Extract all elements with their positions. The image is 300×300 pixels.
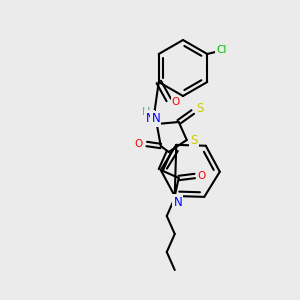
Text: O: O <box>135 139 143 149</box>
Text: N: N <box>173 196 182 208</box>
Text: S: S <box>190 134 197 146</box>
Text: N: N <box>146 112 154 124</box>
Text: H: H <box>142 107 150 117</box>
Text: N: N <box>152 112 160 125</box>
Text: O: O <box>198 171 206 181</box>
Text: Cl: Cl <box>216 45 226 55</box>
Text: O: O <box>172 97 180 107</box>
Text: S: S <box>196 103 203 116</box>
